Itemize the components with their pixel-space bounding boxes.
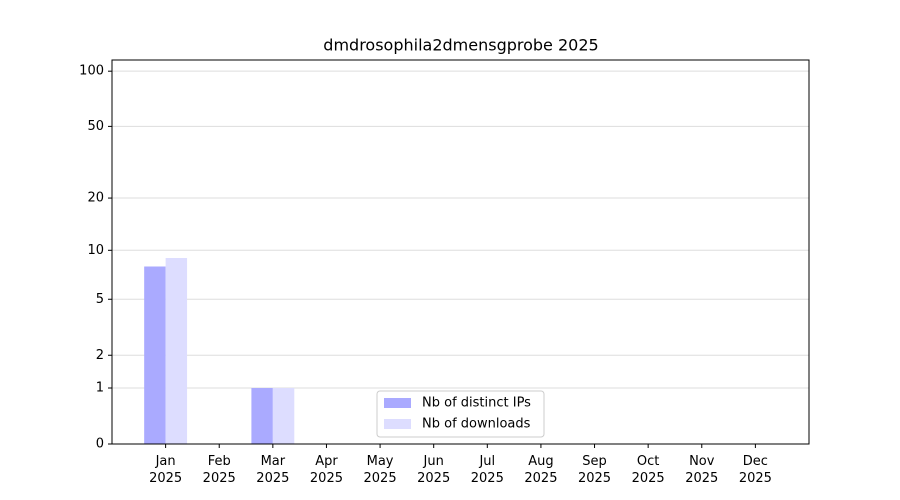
- legend-swatch: [384, 398, 411, 408]
- y-tick-label: 5: [96, 292, 104, 307]
- y-tick-label: 10: [87, 243, 104, 258]
- x-tick-label: Jun 2025: [417, 454, 451, 486]
- legend-label: Nb of distinct IPs: [422, 396, 531, 411]
- bar: [251, 388, 273, 444]
- plot-frame: [111, 59, 810, 445]
- legend-label: Nb of downloads: [422, 417, 531, 432]
- x-tick-label: Jul 2025: [470, 454, 504, 486]
- x-tick-label: Dec 2025: [738, 454, 772, 486]
- x-tick-label: May 2025: [363, 454, 397, 486]
- y-tick-label: 2: [96, 348, 104, 363]
- y-tick-label: 20: [87, 191, 104, 206]
- legend: Nb of distinct IPs Nb of downloads: [376, 390, 545, 438]
- y-tick-label: 1: [96, 381, 104, 396]
- x-tick-label: Nov 2025: [685, 454, 719, 486]
- x-tick-label: Mar 2025: [256, 454, 290, 486]
- x-tick-label: Oct 2025: [631, 454, 665, 486]
- x-tick-label: Jan 2025: [149, 454, 183, 486]
- bar: [165, 257, 188, 444]
- y-tick-label: 100: [79, 64, 104, 79]
- y-tick-label: 0: [96, 437, 104, 452]
- bar: [144, 266, 166, 444]
- legend-swatch: [384, 419, 411, 429]
- chart-title: dmdrosophila2dmensgprobe 2025: [323, 36, 598, 55]
- bar: [272, 388, 295, 444]
- legend-box: [376, 390, 545, 438]
- x-tick-label: Aug 2025: [524, 454, 558, 486]
- x-tick-label: Sep 2025: [577, 454, 612, 486]
- x-tick-label: Apr 2025: [309, 454, 343, 486]
- x-tick-label: Feb 2025: [202, 454, 236, 486]
- y-tick-label: 50: [87, 119, 104, 134]
